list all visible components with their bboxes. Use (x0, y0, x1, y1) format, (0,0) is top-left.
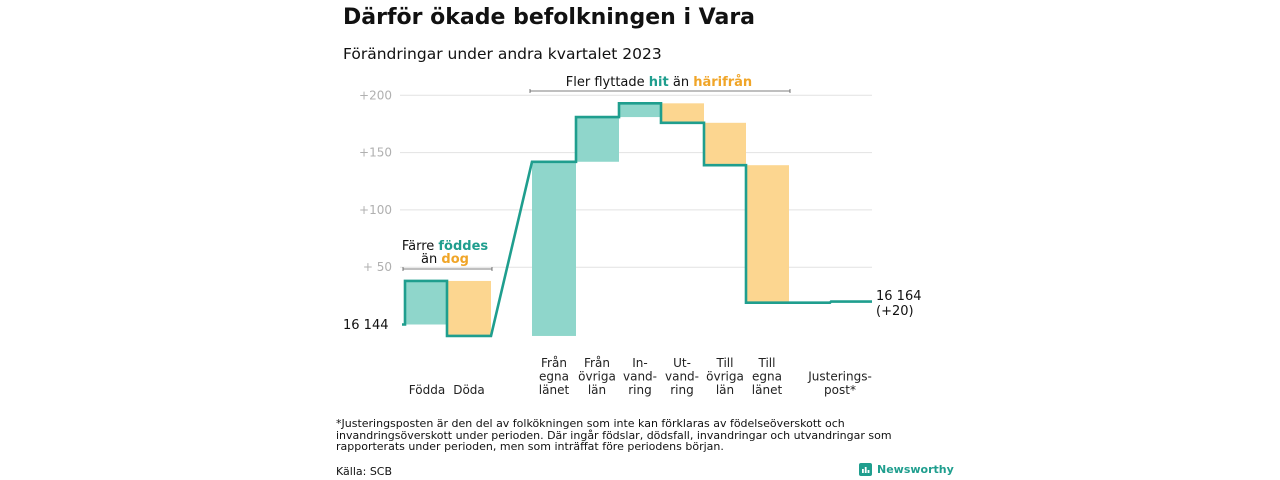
svg-text:Färre föddes: Färre föddes (402, 239, 489, 254)
x-tick-label: länet (539, 383, 570, 397)
brand-logo: Newsworthy (859, 463, 954, 476)
annotation-highlight-deaths: dog (441, 252, 469, 267)
bar-increase (532, 161, 576, 336)
x-tick-label: ring (670, 383, 694, 397)
bars (405, 103, 789, 336)
chart-title: Därför ökade befolkningen i Vara (343, 5, 756, 30)
bar-increase (576, 117, 619, 162)
x-tick-label: Från (541, 356, 567, 370)
births-deaths-annotation: Färre föddes än dog (402, 239, 493, 271)
annotation-text: än (669, 75, 693, 90)
end-value-label: 16 164 (876, 289, 922, 304)
start-value-label: 16 144 (343, 318, 389, 333)
svg-text:än dog: än dog (421, 252, 469, 267)
x-tick-label: post* (824, 383, 856, 397)
bar-increase (405, 280, 447, 325)
brand-name: Newsworthy (877, 463, 954, 476)
x-tick-label: vand- (665, 370, 699, 384)
svg-text:Fler flyttade hit än härifrån: Fler flyttade hit än härifrån (566, 75, 752, 90)
gridlines (400, 94, 872, 268)
x-tick-label: Födda (409, 383, 445, 397)
footnote: *Justeringsposten är den del av folkökni… (336, 417, 892, 453)
y-tick-label: +200 (359, 88, 392, 102)
annotation-text: Fler flyttade (566, 75, 649, 90)
bar-decrease (704, 122, 746, 166)
annotation-text: Färre (402, 239, 439, 254)
x-tick-label: övriga (706, 370, 744, 384)
bar-decrease (447, 280, 491, 336)
newsworthy-logo-icon (859, 463, 872, 476)
x-tick-label: län (716, 383, 734, 397)
population-step-line (402, 102, 872, 338)
migration-annotation: Fler flyttade hit än härifrån (529, 75, 791, 93)
x-tick-label: Till (758, 356, 776, 370)
x-tick-label: ring (628, 383, 652, 397)
source-label: Källa: SCB (336, 465, 393, 478)
x-tick-label: län (588, 383, 606, 397)
bar-decrease (746, 165, 789, 303)
x-tick-label: övriga (578, 370, 616, 384)
x-tick-label: Till (716, 356, 734, 370)
bar-decrease (661, 103, 704, 123)
x-tick-label: Döda (453, 383, 485, 397)
bar-increase (619, 103, 661, 118)
x-tick-label: Ut- (673, 356, 691, 370)
x-tick-label: vand- (623, 370, 657, 384)
annotation-text: än (421, 252, 441, 267)
x-tick-label: In- (632, 356, 647, 370)
x-tick-label: Från (584, 356, 610, 370)
chart-subtitle: Förändringar under andra kvartalet 2023 (343, 45, 662, 63)
annotation-highlight-harifran: härifrån (693, 75, 752, 90)
y-tick-label: + 50 (363, 260, 392, 274)
end-change-label: (+20) (876, 304, 914, 319)
x-tick-label: länet (752, 383, 783, 397)
x-tick-label: Justerings- (807, 370, 872, 384)
x-axis-labels: Födda DödaFrånegnalänetFrånövrigalänIn-va… (409, 356, 872, 397)
y-axis-labels: + 50 +100 +150 +200 (359, 88, 392, 274)
y-tick-label: +100 (359, 203, 392, 217)
x-tick-label: egna (752, 370, 782, 384)
waterfall-chart: + 50+100+150+200 Födda DödaFrånegnalänetF… (343, 75, 922, 397)
y-tick-label: +150 (359, 146, 392, 160)
annotation-highlight-births: föddes (438, 239, 488, 254)
x-tick-label: egna (539, 370, 569, 384)
annotation-highlight-hit: hit (649, 75, 669, 90)
